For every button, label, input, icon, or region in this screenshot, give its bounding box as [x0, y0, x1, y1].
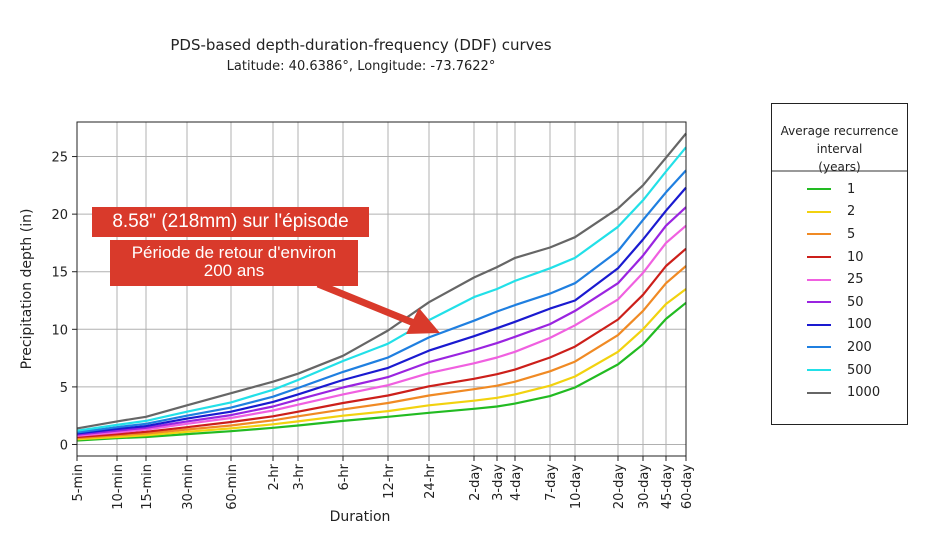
- x-tick-label: 60-min: [225, 464, 240, 510]
- legend-item-10: 10: [772, 246, 907, 269]
- legend-item-50: 50: [772, 291, 907, 314]
- legend-swatch: [807, 233, 831, 236]
- legend-label: 100: [847, 317, 872, 333]
- legend-label: 2: [847, 204, 856, 220]
- chart-subtitle: Latitude: 40.6386°, Longitude: -73.7622°: [227, 59, 496, 74]
- legend-swatch: [807, 278, 831, 281]
- x-tick-label: 3-day: [491, 464, 506, 501]
- legend-swatch: [807, 346, 831, 349]
- series-line-5: [76, 265, 687, 440]
- x-axis-label: Duration: [330, 509, 391, 525]
- plot-background: [77, 122, 686, 456]
- legend-title: Average recurrence interval (years): [772, 104, 907, 174]
- legend-label: 5: [847, 226, 856, 242]
- chart-title: PDS-based depth-duration-frequency (DDF)…: [170, 36, 551, 54]
- legend-item-500: 500: [772, 359, 907, 382]
- legend-label: 200: [847, 339, 872, 355]
- x-tick-label: 20-day: [612, 464, 627, 509]
- x-tick-label: 45-day: [660, 464, 675, 509]
- x-tick-label: 24-hr: [423, 463, 438, 498]
- series-line-10: [76, 247, 687, 439]
- legend-swatch: [807, 188, 831, 191]
- legend-title-line: (years): [818, 160, 861, 174]
- x-tick-label: 6-hr: [337, 463, 352, 490]
- x-tick-label: 7-day: [544, 464, 559, 501]
- y-tick-label: 10: [51, 323, 68, 338]
- x-tick-label: 4-day: [509, 464, 524, 501]
- y-tick-label: 15: [51, 266, 68, 281]
- return-period-line-2: 200 ans: [203, 261, 265, 280]
- legend-item-200: 200: [772, 336, 907, 359]
- legend-swatch: [807, 391, 831, 394]
- x-tick-label: 2-day: [468, 464, 483, 501]
- x-tick-label: 15-min: [140, 464, 155, 510]
- legend-label: 1: [847, 181, 856, 197]
- series-line-50: [76, 206, 687, 436]
- x-tick-label: 10-min: [111, 464, 126, 510]
- return-period-line-1: Période de retour d'environ: [131, 243, 337, 262]
- depth-annotation: 8.58" (218mm) sur l'épisode: [92, 207, 369, 237]
- legend-item-2: 2: [772, 201, 907, 224]
- legend-item-100: 100: [772, 314, 907, 337]
- x-tick-label: 10-day: [569, 464, 584, 509]
- series-line-25: [76, 224, 687, 437]
- legend-swatch: [807, 256, 831, 259]
- plot-frame: [76, 121, 687, 457]
- y-tick-label: 20: [51, 208, 68, 223]
- annotation-arrow-head: [406, 308, 440, 334]
- legend-label: 25: [847, 272, 864, 288]
- legend-item-1000: 1000: [772, 381, 907, 404]
- x-tick-label: 30-day: [637, 464, 652, 509]
- series-line-100: [76, 186, 687, 435]
- legend-swatch: [807, 210, 831, 213]
- legend-label: 10: [847, 249, 864, 265]
- legend-swatch: [807, 301, 831, 304]
- y-tick-label: 5: [60, 381, 68, 396]
- legend-label: 1000: [847, 385, 881, 401]
- legend-label: 50: [847, 294, 864, 310]
- x-tick-label: 3-hr: [292, 463, 307, 490]
- x-tick-label: 60-day: [680, 464, 695, 509]
- return-period-annotation: Période de retour d'environ 200 ans: [110, 240, 358, 286]
- x-tick-label: 12-hr: [382, 463, 397, 498]
- legend-items: 1 2 5 10 25 50 100 200 500 1000: [772, 172, 907, 404]
- series-line-1: [76, 301, 687, 442]
- series-line-1000: [76, 132, 687, 430]
- annotation-arrow: [316, 280, 440, 334]
- legend-title-line: interval: [816, 142, 863, 156]
- legend-item-5: 5: [772, 223, 907, 246]
- legend-item-25: 25: [772, 268, 907, 291]
- series-line-2: [76, 288, 687, 441]
- x-tick-label: 2-hr: [267, 463, 282, 490]
- y-tick-label: 0: [60, 438, 68, 453]
- series-line-200: [76, 169, 687, 434]
- x-tick-label: 5-min: [71, 464, 86, 501]
- legend-swatch: [807, 323, 831, 326]
- y-axis-label: Precipitation depth (in): [19, 209, 35, 370]
- x-tick-label: 30-min: [181, 464, 196, 510]
- annotation-arrow-shaft: [316, 280, 416, 327]
- y-tick-label: 25: [51, 151, 68, 166]
- legend-title-line: Average recurrence: [780, 124, 899, 138]
- legend-label: 500: [847, 362, 872, 378]
- legend-item-1: 1: [772, 178, 907, 201]
- plot-area: 0 5 10 15 20 25 5-min 10-min 15-min 30-min 60-min 2…: [51, 121, 695, 510]
- legend-swatch: [807, 369, 831, 372]
